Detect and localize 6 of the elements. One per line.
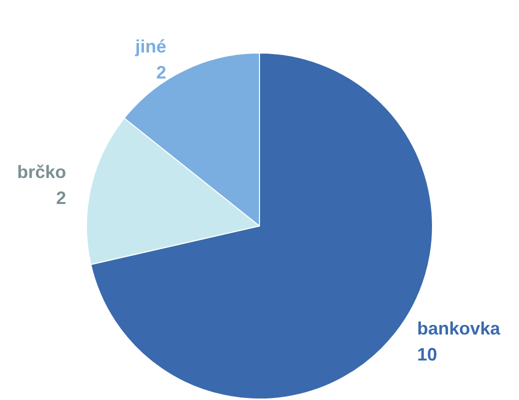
slice-label: bankovka — [417, 318, 502, 338]
data-label: 2 — [56, 188, 66, 208]
slice-label: brčko — [17, 162, 66, 182]
slice-label: jiné — [134, 36, 166, 56]
data-label: 10 — [417, 344, 438, 364]
data-label: 2 — [156, 62, 166, 82]
